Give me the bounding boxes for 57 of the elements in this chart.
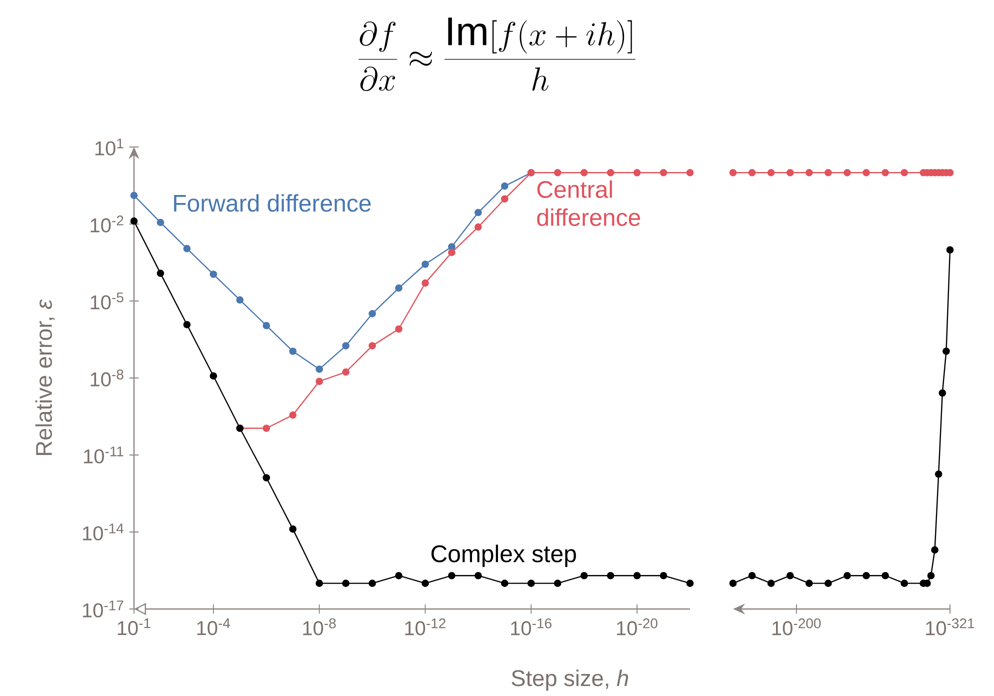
point — [395, 284, 402, 292]
point — [580, 572, 588, 580]
point — [368, 310, 376, 318]
point — [554, 580, 562, 587]
x-axis-title: Step size, h — [512, 670, 628, 691]
point — [289, 525, 297, 533]
x-tick-label: 10$^{-8}$ — [303, 618, 336, 636]
point — [422, 260, 429, 268]
y-tick-label: 10$^{-8}$ — [90, 370, 124, 386]
x-tick-label: 10$^{-4}$ — [197, 618, 230, 636]
x-tick-label: 10$^{-12}$ — [405, 618, 446, 636]
point — [422, 580, 429, 587]
point — [501, 580, 508, 587]
point — [660, 572, 668, 580]
point — [316, 580, 323, 587]
y-tick-label: 10$^{-17}$ — [83, 600, 124, 618]
series-label: Complex step — [431, 544, 576, 568]
series-label: Forward difference — [174, 194, 371, 212]
point — [210, 372, 218, 380]
point — [289, 348, 297, 355]
point — [262, 322, 270, 330]
point — [448, 572, 456, 580]
x-tick-label: 10$^{-321}$ — [926, 618, 974, 636]
y-tick-label: 10$^{1}$ — [95, 138, 124, 156]
point — [448, 243, 456, 250]
point — [474, 572, 482, 580]
point — [262, 474, 270, 482]
y-tick-label: 10$^{-2}$ — [90, 216, 124, 232]
point — [183, 320, 191, 328]
point — [183, 244, 191, 252]
point — [606, 572, 614, 580]
y-tick-label: 10$^{-14}$ — [83, 524, 124, 540]
x-tick-label: 10$^{-16}$ — [511, 618, 552, 636]
point — [210, 270, 218, 278]
point — [633, 572, 641, 580]
point — [527, 580, 535, 587]
point — [368, 580, 376, 587]
x-tick-label: 10$^{-20}$ — [617, 618, 658, 636]
x-tick-label: 10$^{-1}$ — [118, 618, 150, 636]
point — [130, 192, 138, 200]
series-label: Central difference — [537, 180, 640, 226]
point — [130, 217, 138, 225]
point — [156, 270, 164, 277]
point — [474, 208, 482, 216]
point — [236, 296, 244, 304]
y-tick-label: 10$^{-11}$ — [84, 446, 124, 464]
y-tick-label: 10$^{-5}$ — [90, 292, 124, 310]
x-tick-label: 10$^{-200}$ — [772, 618, 821, 636]
point — [501, 182, 508, 190]
chart-title: $\frac{\partial f}{\partial x} \approx \frac{\mathrm{Im}[f(x+ih)]}{h}$ — [358, 18, 636, 92]
point — [342, 580, 350, 587]
point — [316, 366, 323, 373]
point — [342, 342, 350, 350]
point — [395, 572, 402, 580]
point — [686, 580, 694, 587]
point — [156, 218, 164, 226]
y-axis-title: Relative error, ε — [35, 299, 55, 455]
